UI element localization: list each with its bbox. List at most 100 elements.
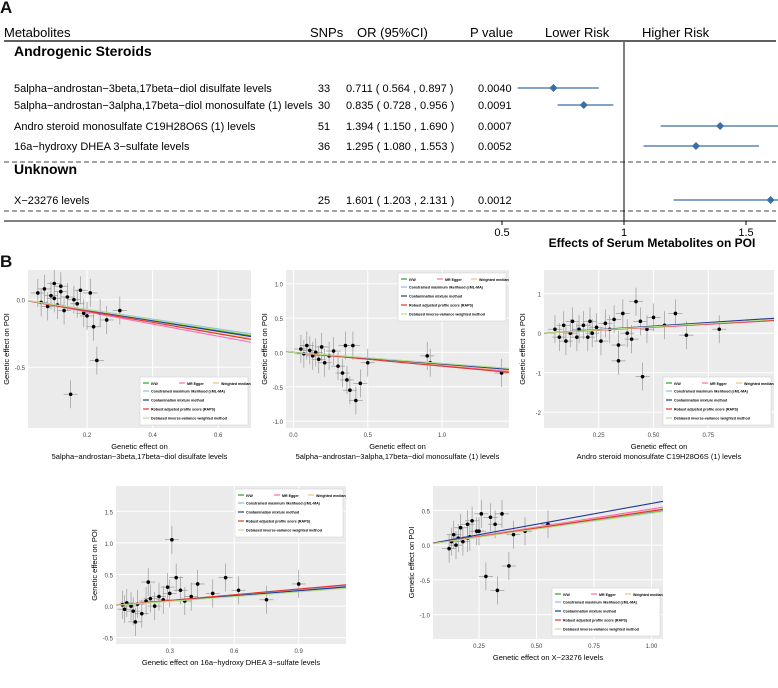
data-point — [167, 591, 172, 596]
row-p-value: 0.0052 — [478, 141, 512, 153]
data-point — [645, 327, 649, 332]
scatter-plot-1: 0.0 -0.5 0.2 0.4 0.6 IVW MR Egger Weighted medi… — [2, 270, 252, 461]
data-point — [65, 295, 70, 299]
x-tick-label: 0.4 — [148, 433, 157, 439]
data-point — [586, 335, 590, 339]
row-p-value: 0.0007 — [478, 121, 512, 133]
data-point — [45, 304, 50, 309]
data-point — [189, 594, 194, 599]
legend-label: MR Egger — [282, 494, 299, 498]
data-point — [307, 348, 312, 353]
header-lower-risk: Lower Risk — [545, 25, 610, 40]
scatter-plot-4: 1.5 1.0 0.5 0.0 -0.5 0.3 0.6 0.9 IVW MR Egger Weig… — [90, 486, 347, 667]
data-point — [319, 345, 324, 349]
x-axis-label: Genetic effect on X−23276 levels — [493, 653, 603, 662]
forest-svg: Metabolites SNPs OR (95%CI) P value Lower Ri… — [4, 25, 778, 250]
row-or-ci: 0.711 ( 0.564 , 0.897 ) — [346, 83, 453, 95]
data-point — [447, 546, 451, 551]
data-point — [616, 343, 621, 347]
row-or-ci: 0.835 ( 0.728 , 0.956 ) — [346, 100, 454, 112]
y-tick-label: 0.5 — [275, 317, 284, 323]
data-point — [49, 293, 53, 298]
x-axis-label: Genetic effect on — [369, 442, 426, 451]
data-point — [577, 327, 581, 332]
regression-line-dibw — [27, 300, 252, 336]
y-tick-label: 1 — [538, 293, 542, 299]
or-point — [691, 142, 700, 150]
data-point — [264, 597, 269, 602]
data-point — [564, 339, 568, 343]
data-point — [316, 357, 321, 362]
data-point — [454, 543, 458, 547]
row-metabolite-name: Andro steroid monosulfate C19H28O6S (1) … — [14, 121, 256, 133]
legend-label: Robust adjusted profile score (RAPS) — [563, 619, 628, 623]
row-metabolite-name: 5alpha−androstan−3beta,17beta−diol disul… — [14, 83, 272, 95]
y-tick-label: 0.5 — [105, 573, 114, 579]
data-point — [493, 522, 497, 527]
data-point — [651, 315, 656, 320]
or-point — [716, 122, 725, 130]
x-tick-label: 0.0 — [289, 433, 298, 439]
panel-b-label: B — [0, 252, 13, 271]
legend-box — [551, 587, 661, 637]
row-snps: 30 — [318, 100, 330, 112]
data-point — [570, 319, 575, 324]
data-point — [629, 337, 634, 341]
data-point — [603, 321, 608, 326]
scatter-plot-3: 1 0 -1 -2 0.25 0.50 0.75 IVW MR Egger Weighted me… — [518, 270, 775, 461]
legend-label: Debiased inverse-variance weighted metho… — [409, 313, 485, 317]
data-point — [488, 515, 493, 520]
data-point — [599, 339, 603, 343]
data-point — [625, 331, 630, 335]
legend-label: IVW — [151, 382, 158, 386]
header-or: OR (95%CI) — [357, 25, 428, 40]
data-point — [451, 532, 456, 537]
legend-label: Constrained maximum likelihood (cML-MA) — [409, 286, 484, 290]
x-tick-label: 0.6 — [214, 433, 223, 439]
group-title: Androgenic Steroids — [14, 43, 152, 59]
data-point — [477, 529, 481, 534]
row-metabolite-name: 16a−hydroxy DHEA 3−sulfate levels — [14, 141, 190, 153]
x-axis-label: Andro steroid monosulfate C19H28O6S (1) … — [577, 452, 742, 461]
data-point — [465, 522, 470, 527]
x-tick-label: 0.25 — [593, 433, 605, 439]
header-snps: SNPs — [310, 25, 344, 40]
data-point — [461, 539, 465, 544]
data-point — [588, 319, 592, 324]
data-point — [58, 284, 63, 289]
regression-line-dibw — [115, 587, 347, 606]
data-point — [717, 327, 722, 332]
legend-label: Constrained maximum likelihood (cML-MA) — [674, 390, 749, 394]
legend-label: Constrained maximum likelihood (cML-MA) — [563, 601, 638, 605]
data-point — [331, 349, 336, 353]
legend-label: Weighted median — [479, 278, 509, 282]
data-point — [36, 291, 40, 295]
y-tick-label: 0.0 — [422, 544, 431, 550]
data-point — [358, 381, 363, 386]
legend-label: Robust adjusted profile score (RAPS) — [151, 408, 216, 412]
data-point — [42, 287, 47, 291]
data-point — [81, 311, 86, 316]
legend-label: Constrained maximum likelihood (cML-MA) — [151, 390, 226, 394]
x-tick-label: 1.0 — [438, 433, 447, 439]
y-tick-label: -0.5 — [15, 366, 26, 372]
data-point — [612, 317, 616, 322]
legend-label: MR Egger — [445, 278, 462, 282]
data-point — [553, 327, 557, 332]
or-point — [579, 101, 588, 109]
regression-line-conmix — [432, 500, 664, 544]
data-point — [305, 343, 309, 348]
y-tick-label: -0.5 — [273, 386, 284, 392]
x-axis-label: Genetic effect on — [631, 442, 688, 451]
header-higher-risk: Higher Risk — [642, 25, 710, 40]
legend-label: Debiased inverse-variance weighted metho… — [674, 417, 750, 421]
regression-line-raps — [27, 300, 252, 340]
data-point — [684, 333, 689, 337]
legend-box — [662, 376, 772, 426]
legend-label: Weighted median — [221, 382, 251, 386]
data-point — [95, 358, 99, 363]
y-tick-label: 1.5 — [105, 510, 114, 516]
legend-label: MR Egger — [187, 382, 204, 386]
data-point — [58, 289, 63, 294]
group-title: Unknown — [14, 161, 77, 177]
